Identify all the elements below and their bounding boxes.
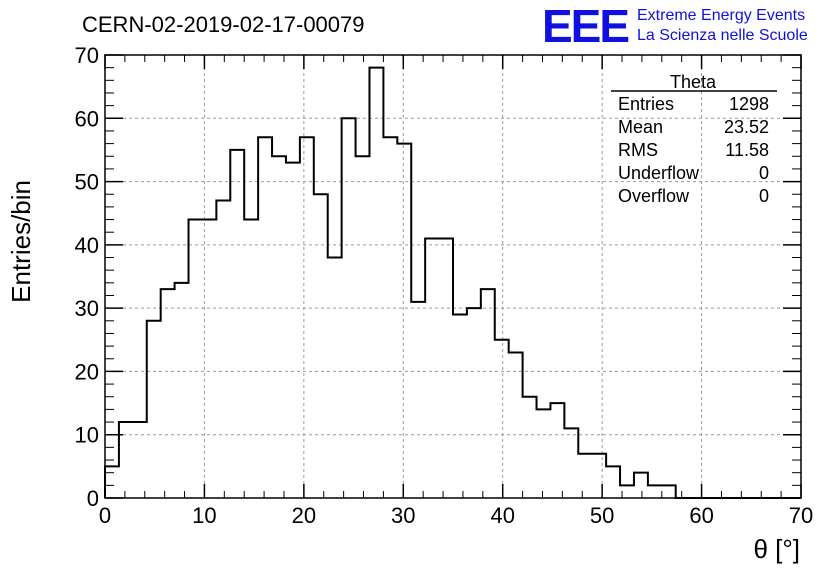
stats-mean-label: Mean <box>618 117 663 137</box>
y-axis-title: Entries/bin <box>6 180 36 303</box>
eee-logo: EEE <box>542 0 628 52</box>
y-tick-label: 60 <box>75 106 99 131</box>
y-tick-label: 40 <box>75 233 99 258</box>
y-tick-label: 20 <box>75 359 99 384</box>
y-tick-label: 50 <box>75 170 99 195</box>
stats-rms-value: 11.58 <box>725 140 769 160</box>
plot-frame <box>104 54 802 499</box>
x-axis-title: θ [°] <box>753 534 800 564</box>
x-tick-label: 0 <box>99 503 111 528</box>
stats-underflow-label: Underflow <box>618 163 700 183</box>
y-tick-labels: 0 10 20 30 40 50 60 70 <box>75 43 99 511</box>
brand-name: Extreme Energy Events <box>637 7 805 24</box>
y-tick-label: 70 <box>75 43 99 68</box>
axis-ticks <box>104 54 802 499</box>
stats-rms-label: RMS <box>618 140 658 160</box>
stats-underflow-value: 0 <box>759 163 769 183</box>
stats-entries-label: Entries <box>618 94 674 114</box>
x-tick-label: 60 <box>689 503 713 528</box>
brand-tagline: La Scienza nelle Scuole <box>637 27 808 44</box>
run-title: CERN-02-2019-02-17-00079 <box>82 12 365 37</box>
stats-mean-value: 23.52 <box>724 117 769 137</box>
x-tick-label: 30 <box>391 503 415 528</box>
histogram-series <box>104 66 801 499</box>
x-tick-label: 20 <box>292 503 316 528</box>
stats-box: Theta Entries 1298 Mean 23.52 RMS 11.58 … <box>611 72 777 206</box>
y-tick-label: 30 <box>75 296 99 321</box>
x-tick-label: 70 <box>789 503 813 528</box>
x-tick-label: 50 <box>590 503 614 528</box>
stats-overflow-label: Overflow <box>618 186 690 206</box>
x-tick-labels: 0 10 20 30 40 50 60 70 <box>99 503 813 528</box>
y-tick-label: 10 <box>75 423 99 448</box>
stats-overflow-value: 0 <box>759 186 769 206</box>
x-tick-label: 40 <box>490 503 514 528</box>
stats-entries-value: 1298 <box>729 94 769 114</box>
y-tick-label: 0 <box>87 486 99 511</box>
stats-title: Theta <box>670 72 717 92</box>
x-tick-label: 10 <box>192 503 216 528</box>
